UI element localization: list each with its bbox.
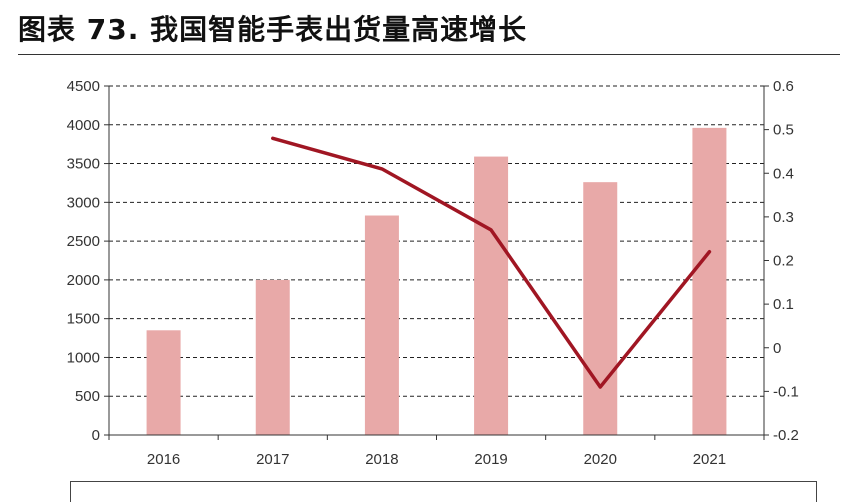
right-tick-label: 0.3 (773, 209, 794, 226)
growth-line (271, 136, 712, 389)
x-tick-label: 2021 (693, 451, 726, 468)
right-tick-label: 0.6 (773, 78, 794, 95)
axes (104, 85, 769, 440)
left-tick-label: 1000 (67, 349, 100, 366)
tick-labels: 0 500 1000 1500 2000 2500 3000 3500 4000 4500 -0.2… (67, 78, 799, 468)
line-series (271, 136, 712, 389)
left-tick-label: 3000 (67, 194, 100, 211)
bar (146, 330, 181, 435)
legend (70, 481, 817, 502)
left-tick-label: 3500 (67, 156, 100, 173)
right-tick-label: -0.1 (773, 383, 799, 400)
bar (474, 156, 509, 435)
bar-series (146, 127, 727, 435)
bar (692, 127, 727, 435)
left-tick-label: 0 (92, 427, 100, 444)
x-tick-label: 2019 (474, 451, 507, 468)
right-tick-label: 0.5 (773, 122, 794, 139)
bar (364, 215, 399, 435)
x-tick-label: 2018 (365, 451, 398, 468)
title-divider (18, 54, 840, 55)
right-tick-label: 0.1 (773, 296, 794, 313)
left-tick-label: 4500 (67, 78, 100, 95)
chart: 0 500 1000 1500 2000 2500 3000 3500 4000 4500 -0.2… (67, 78, 799, 468)
left-tick-label: 500 (75, 388, 100, 405)
left-tick-label: 2000 (67, 272, 100, 289)
right-tick-label: 0.2 (773, 253, 794, 270)
x-tick-label: 2020 (584, 451, 617, 468)
left-tick-label: 1500 (67, 311, 100, 328)
right-tick-label: -0.2 (773, 427, 799, 444)
right-tick-label: 0.4 (773, 165, 794, 182)
x-tick-label: 2017 (256, 451, 289, 468)
bar (255, 279, 290, 435)
left-tick-label: 2500 (67, 233, 100, 250)
bar (583, 182, 618, 435)
right-tick-label: 0 (773, 340, 781, 357)
left-tick-label: 4000 (67, 117, 100, 134)
figure-title: 图表 73. 我国智能手表出货量高速增长 (18, 13, 528, 46)
x-tick-label: 2016 (147, 451, 180, 468)
grid-lines (109, 85, 764, 397)
